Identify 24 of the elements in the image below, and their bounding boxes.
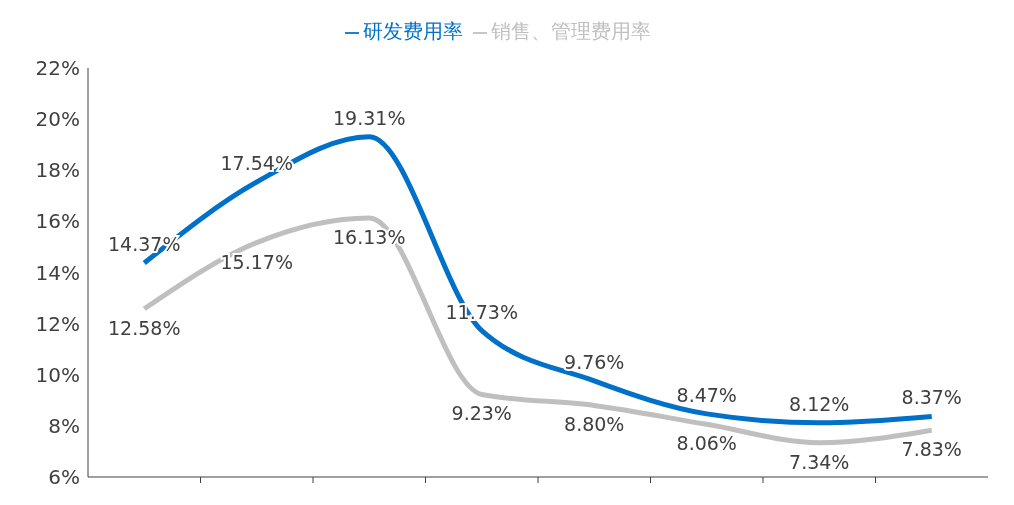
- data-label: 8.06%: [676, 432, 737, 455]
- data-label: 12.58%: [108, 316, 181, 339]
- y-tick-label: 22%: [35, 56, 80, 81]
- y-tick-label: 6%: [48, 465, 80, 490]
- data-label: 8.47%: [676, 383, 737, 406]
- data-label: 19.31%: [333, 106, 406, 129]
- y-tick-label: 12%: [35, 311, 80, 336]
- data-label: 9.23%: [451, 402, 512, 425]
- y-tick-label: 18%: [35, 158, 80, 183]
- data-label: 16.13%: [333, 226, 406, 249]
- data-label: 9.76%: [564, 350, 625, 373]
- data-label: 7.83%: [901, 438, 962, 461]
- y-tick-label: 14%: [35, 260, 80, 285]
- legend-label: 销售、管理费用率: [491, 19, 651, 43]
- legend-label: 研发费用率: [363, 19, 463, 43]
- y-tick-label: 10%: [35, 362, 80, 387]
- data-label: 15.17%: [220, 250, 293, 273]
- data-label: 8.37%: [901, 386, 962, 409]
- data-label: 7.34%: [789, 450, 850, 473]
- data-label: 8.80%: [564, 413, 625, 436]
- y-tick-label: 20%: [35, 107, 80, 132]
- data-label: 8.12%: [789, 392, 850, 415]
- y-tick-label: 16%: [35, 209, 80, 234]
- y-tick-label: 8%: [48, 413, 80, 438]
